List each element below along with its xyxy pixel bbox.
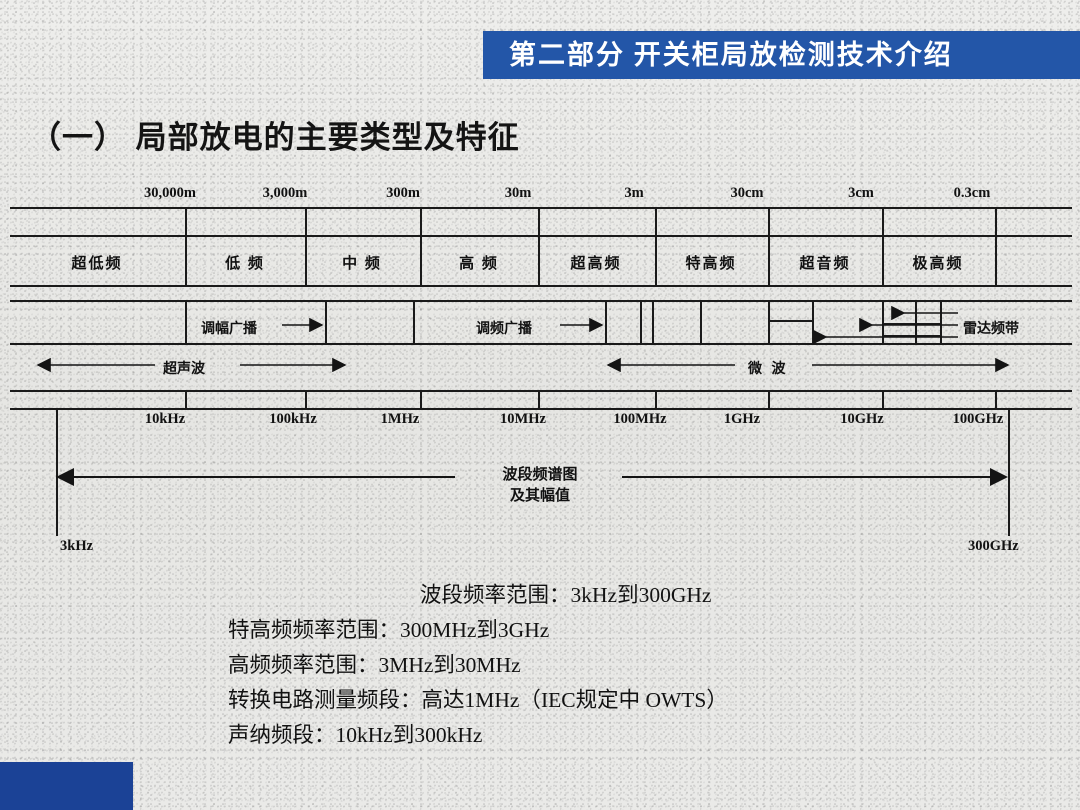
wavelength-label: 0.3cm — [953, 185, 991, 201]
frequency-label: 10kHz — [144, 411, 186, 427]
rule-service-top — [10, 300, 1072, 302]
frequency-tick — [655, 390, 657, 408]
band-name: 超低频 — [71, 256, 123, 272]
band-divider — [995, 235, 997, 285]
annotation-fm-broadcast: 调频广播 — [476, 322, 532, 337]
frequency-label: 10MHz — [500, 411, 546, 427]
service-box-edge — [185, 300, 187, 343]
wavelength-tick — [420, 207, 422, 235]
band-divider — [768, 235, 770, 285]
band-name: 超音频 — [799, 256, 851, 272]
service-box-edge — [940, 300, 942, 343]
annotation-microwave: 微 波 — [748, 362, 789, 377]
service-box-edge — [325, 300, 327, 343]
service-box-inner — [882, 335, 940, 337]
wavelength-label: 30,000m — [144, 185, 196, 201]
wavelength-tick — [768, 207, 770, 235]
wavelength-label: 3m — [624, 185, 644, 201]
arrow-overlay — [36, 305, 1010, 486]
note-line: 声纳频段：10kHz到300kHz — [228, 723, 483, 747]
service-box-edge — [882, 300, 884, 343]
band-name: 极高频 — [912, 256, 964, 272]
service-box-inner — [768, 320, 812, 322]
page-title: （一） 局部放电的主要类型及特征 — [30, 120, 520, 155]
wavelength-tick — [305, 207, 307, 235]
header-banner: 第二部分 开关柜局放检测技术介绍 — [483, 31, 1080, 79]
notes-block: 波段频率范围：3kHz到300GHz 特高频频率范围：300MHz到3GHz 高… — [0, 578, 1080, 753]
wavelength-label: 300m — [386, 185, 420, 201]
band-divider — [305, 235, 307, 285]
rule-band-top — [10, 235, 1072, 237]
band-divider — [538, 235, 540, 285]
spectrum-caption-line1: 波段频谱图 — [502, 467, 578, 483]
note-line: 波段频率范围：3kHz到300GHz — [420, 583, 712, 607]
band-divider — [420, 235, 422, 285]
header-banner-text: 第二部分 开关柜局放检测技术介绍 — [509, 40, 953, 70]
band-name: 超高频 — [570, 256, 622, 272]
frequency-tick — [305, 390, 307, 408]
service-box-edge — [812, 300, 814, 343]
frequency-tick — [768, 390, 770, 408]
note-line: 特高频频率范围：300MHz到3GHz — [228, 618, 550, 642]
endpoint-label-right: 300GHz — [968, 538, 1019, 554]
rule-service-bottom — [10, 343, 1072, 345]
rule-band-bottom — [10, 285, 1072, 287]
service-box-edge — [768, 300, 770, 343]
band-name: 特高频 — [685, 256, 737, 272]
band-divider — [185, 235, 187, 285]
wavelength-tick — [995, 207, 997, 235]
service-box-edge — [413, 300, 415, 343]
frequency-label: 1MHz — [380, 411, 420, 427]
wavelength-label: 30cm — [730, 185, 764, 201]
annotation-am-broadcast: 调幅广播 — [201, 322, 257, 337]
wavelength-label: 3cm — [848, 185, 874, 201]
frequency-label: 100kHz — [269, 411, 317, 427]
rule-wavelength-axis — [10, 207, 1072, 209]
spectrum-diagram: 30,000m 3,000m 300m 30m 3m 30cm 3cm 0.3c… — [0, 180, 1080, 560]
bottom-accent-bar — [0, 762, 133, 810]
spectrum-caption-line2: 及其幅值 — [509, 488, 571, 504]
frequency-tick — [185, 390, 187, 408]
band-name: 中 频 — [342, 256, 382, 272]
note-line: 高频频率范围：3MHz到30MHz — [228, 653, 521, 677]
band-divider — [882, 235, 884, 285]
frequency-tick — [882, 390, 884, 408]
annotation-ultrasound: 超声波 — [163, 362, 205, 377]
wavelength-tick — [882, 207, 884, 235]
service-box-inner — [882, 323, 940, 325]
frequency-label: 10GHz — [840, 411, 884, 427]
endpoint-label-left: 3kHz — [60, 538, 94, 554]
annotation-radar-band: 雷达频带 — [963, 322, 1019, 337]
service-box-edge — [652, 300, 654, 343]
note-line: 转换电路测量频段：高达1MHz（IEC规定中 OWTS） — [228, 688, 728, 712]
rule-wave-row-bottom — [10, 390, 1072, 392]
wavelength-label: 30m — [504, 185, 532, 201]
service-box-edge — [700, 300, 702, 343]
wavelength-tick — [655, 207, 657, 235]
band-name: 低 频 — [225, 256, 265, 272]
frequency-tick — [995, 390, 997, 408]
rule-frequency-axis — [10, 408, 1072, 410]
service-box-edge — [605, 300, 607, 343]
wavelength-label: 3,000m — [262, 185, 308, 201]
service-box-edge — [915, 300, 917, 343]
band-name: 高 频 — [459, 256, 499, 272]
frequency-label: 1GHz — [723, 411, 761, 427]
band-divider — [655, 235, 657, 285]
frequency-tick — [420, 390, 422, 408]
frequency-label: 100GHz — [952, 411, 1004, 427]
endpoint-line-right — [1008, 408, 1010, 536]
wavelength-tick — [538, 207, 540, 235]
frequency-tick — [538, 390, 540, 408]
frequency-label: 100MHz — [613, 411, 667, 427]
service-box-edge — [640, 300, 642, 343]
wavelength-tick — [185, 207, 187, 235]
